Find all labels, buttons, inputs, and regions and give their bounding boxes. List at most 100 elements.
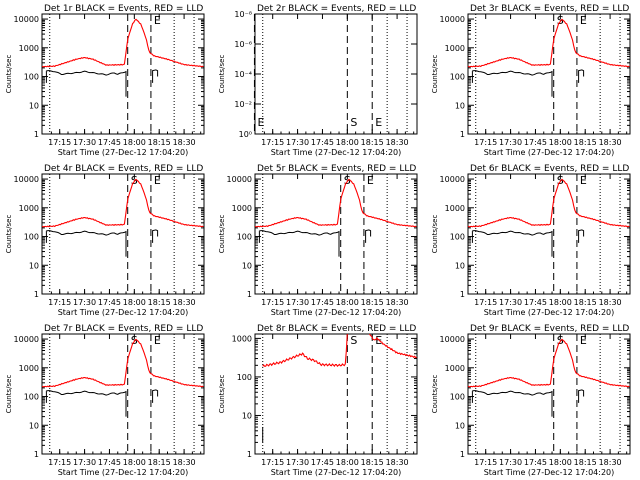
x-axis-label: Start Time (27-Dec-12 17:04:20) — [484, 468, 615, 477]
y-axis-label: Counts/sec — [218, 55, 226, 94]
y-tick-label: 1000 — [19, 44, 39, 53]
x-axis-label: Start Time (27-Dec-12 17:04:20) — [271, 308, 402, 317]
x-tick-label: 17:15 — [48, 138, 71, 147]
interval-marker-label: S — [350, 116, 357, 129]
x-tick-label: 18:15 — [361, 298, 384, 307]
x-tick-label: 18:15 — [148, 138, 171, 147]
y-tick-label: 1 — [460, 290, 465, 299]
x-tick-label: 18:15 — [148, 298, 171, 307]
events-series-line — [578, 389, 585, 403]
y-tick-label: 1000 — [445, 44, 465, 53]
lld-series-line — [262, 334, 348, 368]
y-tick-label: 1 — [460, 450, 465, 459]
chart-title: Det 6r BLACK = Events, RED = LLD — [470, 164, 629, 174]
interval-marker-label: E — [580, 334, 587, 347]
y-tick-label: 1000 — [445, 364, 465, 373]
x-tick-label: 17:15 — [261, 458, 284, 467]
y-tick-label: 100 — [24, 393, 39, 402]
y-tick-label: 1 — [34, 290, 39, 299]
y-tick-label: 10000 — [440, 175, 465, 184]
x-tick-label: 18:30 — [599, 458, 622, 467]
x-tick-label: 17:30 — [499, 298, 522, 307]
y-tick-label: 10000 — [227, 175, 252, 184]
interval-marker-label: E — [257, 116, 264, 129]
y-tick-label: 10 — [29, 101, 39, 110]
events-series-line — [152, 69, 159, 83]
events-series-line — [471, 390, 553, 417]
x-tick-label: 18:00 — [336, 138, 359, 147]
plot-frame — [467, 13, 631, 135]
y-tick-label: 1 — [247, 290, 252, 299]
events-series-line — [45, 230, 127, 257]
lld-series-line — [42, 18, 204, 68]
interval-marker-label: E — [367, 174, 374, 187]
x-tick-label: 17:30 — [286, 458, 309, 467]
events-series-line — [45, 70, 127, 97]
x-tick-label: 17:15 — [261, 138, 284, 147]
plot-frame — [41, 13, 205, 135]
chart-title: Det 1r BLACK = Events, RED = LLD — [44, 4, 203, 14]
interval-marker-label: E — [154, 334, 161, 347]
x-tick-label: 17:45 — [524, 138, 547, 147]
x-tick-label: 17:15 — [261, 298, 284, 307]
x-tick-label: 18:30 — [386, 138, 409, 147]
x-tick-label: 17:15 — [474, 458, 497, 467]
events-series-line — [152, 229, 159, 243]
x-tick-label: 18:30 — [599, 298, 622, 307]
plot-frame — [467, 333, 631, 455]
chart-title: Det 7r BLACK = Events, RED = LLD — [44, 324, 203, 334]
y-tick-label: 10000 — [14, 335, 39, 344]
x-tick-label: 17:30 — [286, 138, 309, 147]
x-axis-label: Start Time (27-Dec-12 17:04:20) — [271, 468, 402, 477]
x-tick-label: 18:30 — [173, 458, 196, 467]
chart-panel-4: Det 4r BLACK = Events, RED = LLD 17:15 17:… — [5, 164, 205, 317]
y-tick-label: 100 — [237, 233, 252, 242]
lld-series-line — [468, 18, 630, 68]
y-tick-label: 10 — [242, 261, 252, 270]
interval-marker-label: E — [580, 14, 587, 27]
y-tick-label: 100 — [24, 73, 39, 82]
x-tick-label: 17:15 — [48, 298, 71, 307]
events-series-line — [152, 389, 159, 403]
x-tick-label: 17:45 — [524, 298, 547, 307]
lld-series-line — [42, 338, 204, 388]
y-tick-label: 10000 — [14, 15, 39, 24]
y-tick-label: 1000 — [232, 334, 252, 343]
events-series-line — [578, 69, 585, 83]
x-tick-label: 18:00 — [123, 138, 146, 147]
y-tick-label: 1000 — [19, 364, 39, 373]
x-tick-label: 17:45 — [311, 138, 334, 147]
lld-series-line — [468, 338, 630, 388]
y-tick-label: 10 — [455, 421, 465, 430]
lld-series-line — [255, 178, 417, 228]
plot-frame — [41, 333, 205, 455]
plot-frame — [254, 173, 418, 295]
chart-panel-1: Det 1r BLACK = Events, RED = LLD 17:15 17:… — [5, 4, 205, 157]
chart-title: Det 2r BLACK = Events, RED = LLD — [257, 4, 416, 14]
y-axis-label: Counts/sec — [218, 215, 226, 254]
x-tick-label: 18:15 — [361, 458, 384, 467]
x-tick-label: 18:30 — [173, 298, 196, 307]
x-axis-label: Start Time (27-Dec-12 17:04:20) — [58, 308, 189, 317]
x-tick-label: 17:45 — [311, 458, 334, 467]
x-tick-label: 17:30 — [73, 138, 96, 147]
x-tick-label: 18:00 — [123, 298, 146, 307]
x-tick-label: 17:30 — [73, 458, 96, 467]
chart-title: Det 4r BLACK = Events, RED = LLD — [44, 164, 203, 174]
plot-frame — [254, 13, 418, 135]
y-tick-label: 1 — [34, 450, 39, 459]
x-tick-label: 17:45 — [98, 298, 121, 307]
x-axis-label: Start Time (27-Dec-12 17:04:20) — [484, 148, 615, 157]
x-tick-label: 18:00 — [336, 298, 359, 307]
x-tick-label: 18:15 — [361, 138, 384, 147]
events-series-line — [578, 229, 585, 243]
x-tick-label: 18:30 — [386, 458, 409, 467]
y-axis-label: Counts/sec — [431, 375, 439, 414]
chart-title: Det 9r BLACK = Events, RED = LLD — [470, 324, 629, 334]
y-tick-label: 10 — [29, 261, 39, 270]
y-tick-label: 10000 — [440, 15, 465, 24]
x-tick-label: 17:30 — [499, 458, 522, 467]
